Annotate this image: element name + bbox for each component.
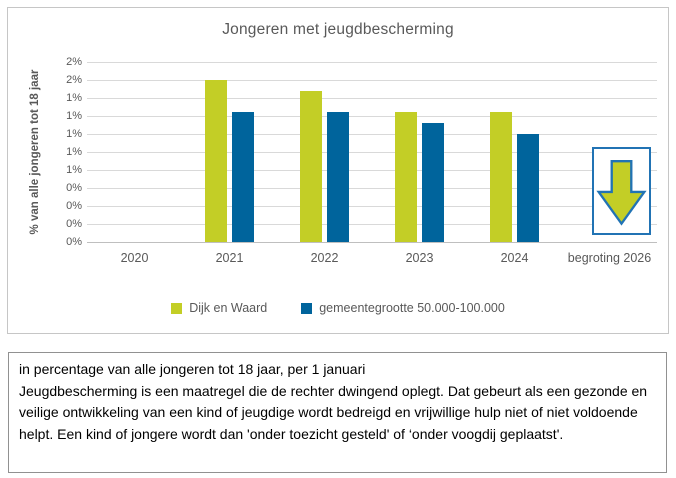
legend-item-dijk-en-waard: Dijk en Waard: [171, 301, 267, 315]
y-tick-label: 0%: [66, 235, 82, 248]
bar-2022-dijk-en-waard: [299, 91, 322, 242]
y-tick-label: 1%: [66, 163, 82, 176]
legend-swatch-blue-icon: [301, 302, 313, 314]
y-tick-label: 0%: [66, 199, 82, 212]
gridline: [87, 80, 657, 81]
gridline: [87, 224, 657, 225]
y-tick-label: 2%: [66, 55, 82, 68]
bar-2021-dijk-en-waard: [204, 80, 227, 242]
gridline: [87, 170, 657, 171]
category-label-2020: 2020: [120, 251, 149, 265]
legend-item-gemeentegrootte: gemeentegrootte 50.000-100.000: [301, 301, 505, 315]
legend-label: Dijk en Waard: [189, 301, 268, 315]
category-label-2022: 2022: [310, 251, 339, 265]
bar-2024-gemeentegrootte: [516, 134, 539, 242]
bar-2023-gemeentegrootte: [421, 123, 444, 242]
gridline: [87, 188, 657, 189]
gridline: [87, 134, 657, 135]
footnote-box: in percentage van alle jongeren tot 18 j…: [8, 352, 667, 473]
chart-panel: Jongeren met jeugdbescherming % van alle…: [7, 7, 669, 334]
gridline: [87, 116, 657, 117]
footnote-body: Jeugdbescherming is een maatregel die de…: [19, 382, 648, 442]
category-label-2024: 2024: [500, 251, 529, 265]
bar-2021-gemeentegrootte: [231, 112, 254, 242]
legend: Dijk en Waard gemeentegrootte 50.000-100…: [8, 301, 668, 315]
bar-2022-gemeentegrootte: [326, 112, 349, 242]
chart-title: Jongeren met jeugdbescherming: [222, 21, 454, 38]
x-axis-line: [87, 242, 657, 243]
category-label-begroting-2026: begroting 2026: [567, 251, 652, 265]
footnote-subtitle: in percentage van alle jongeren tot 18 j…: [19, 361, 366, 377]
y-tick-label: 0%: [66, 181, 82, 194]
y-tick-label: 1%: [66, 127, 82, 140]
forecast-arrow-box: [592, 147, 651, 235]
y-tick-label: 0%: [66, 217, 82, 230]
plot-area: 2% 2% 1% 1% 1% 1% 1% 0% 0% 0% 0% 2020 2021 2022 2023 20…: [66, 56, 657, 265]
legend-label: gemeentegrootte 50.000-100.000: [319, 301, 505, 315]
category-label-2023: 2023: [405, 251, 434, 265]
y-tick-label: 2%: [66, 73, 82, 86]
bar-2023-dijk-en-waard: [394, 112, 417, 242]
gridline: [87, 152, 657, 153]
y-tick-label: 1%: [66, 91, 82, 104]
y-tick-label: 1%: [66, 109, 82, 122]
category-label-2021: 2021: [215, 251, 244, 265]
gridline: [87, 98, 657, 99]
legend-swatch-green-icon: [171, 302, 183, 314]
gridline: [87, 62, 657, 63]
bar-2024-dijk-en-waard: [489, 112, 512, 242]
down-arrow-icon: [596, 160, 647, 226]
gridline: [87, 206, 657, 207]
y-tick-label: 1%: [66, 145, 82, 158]
